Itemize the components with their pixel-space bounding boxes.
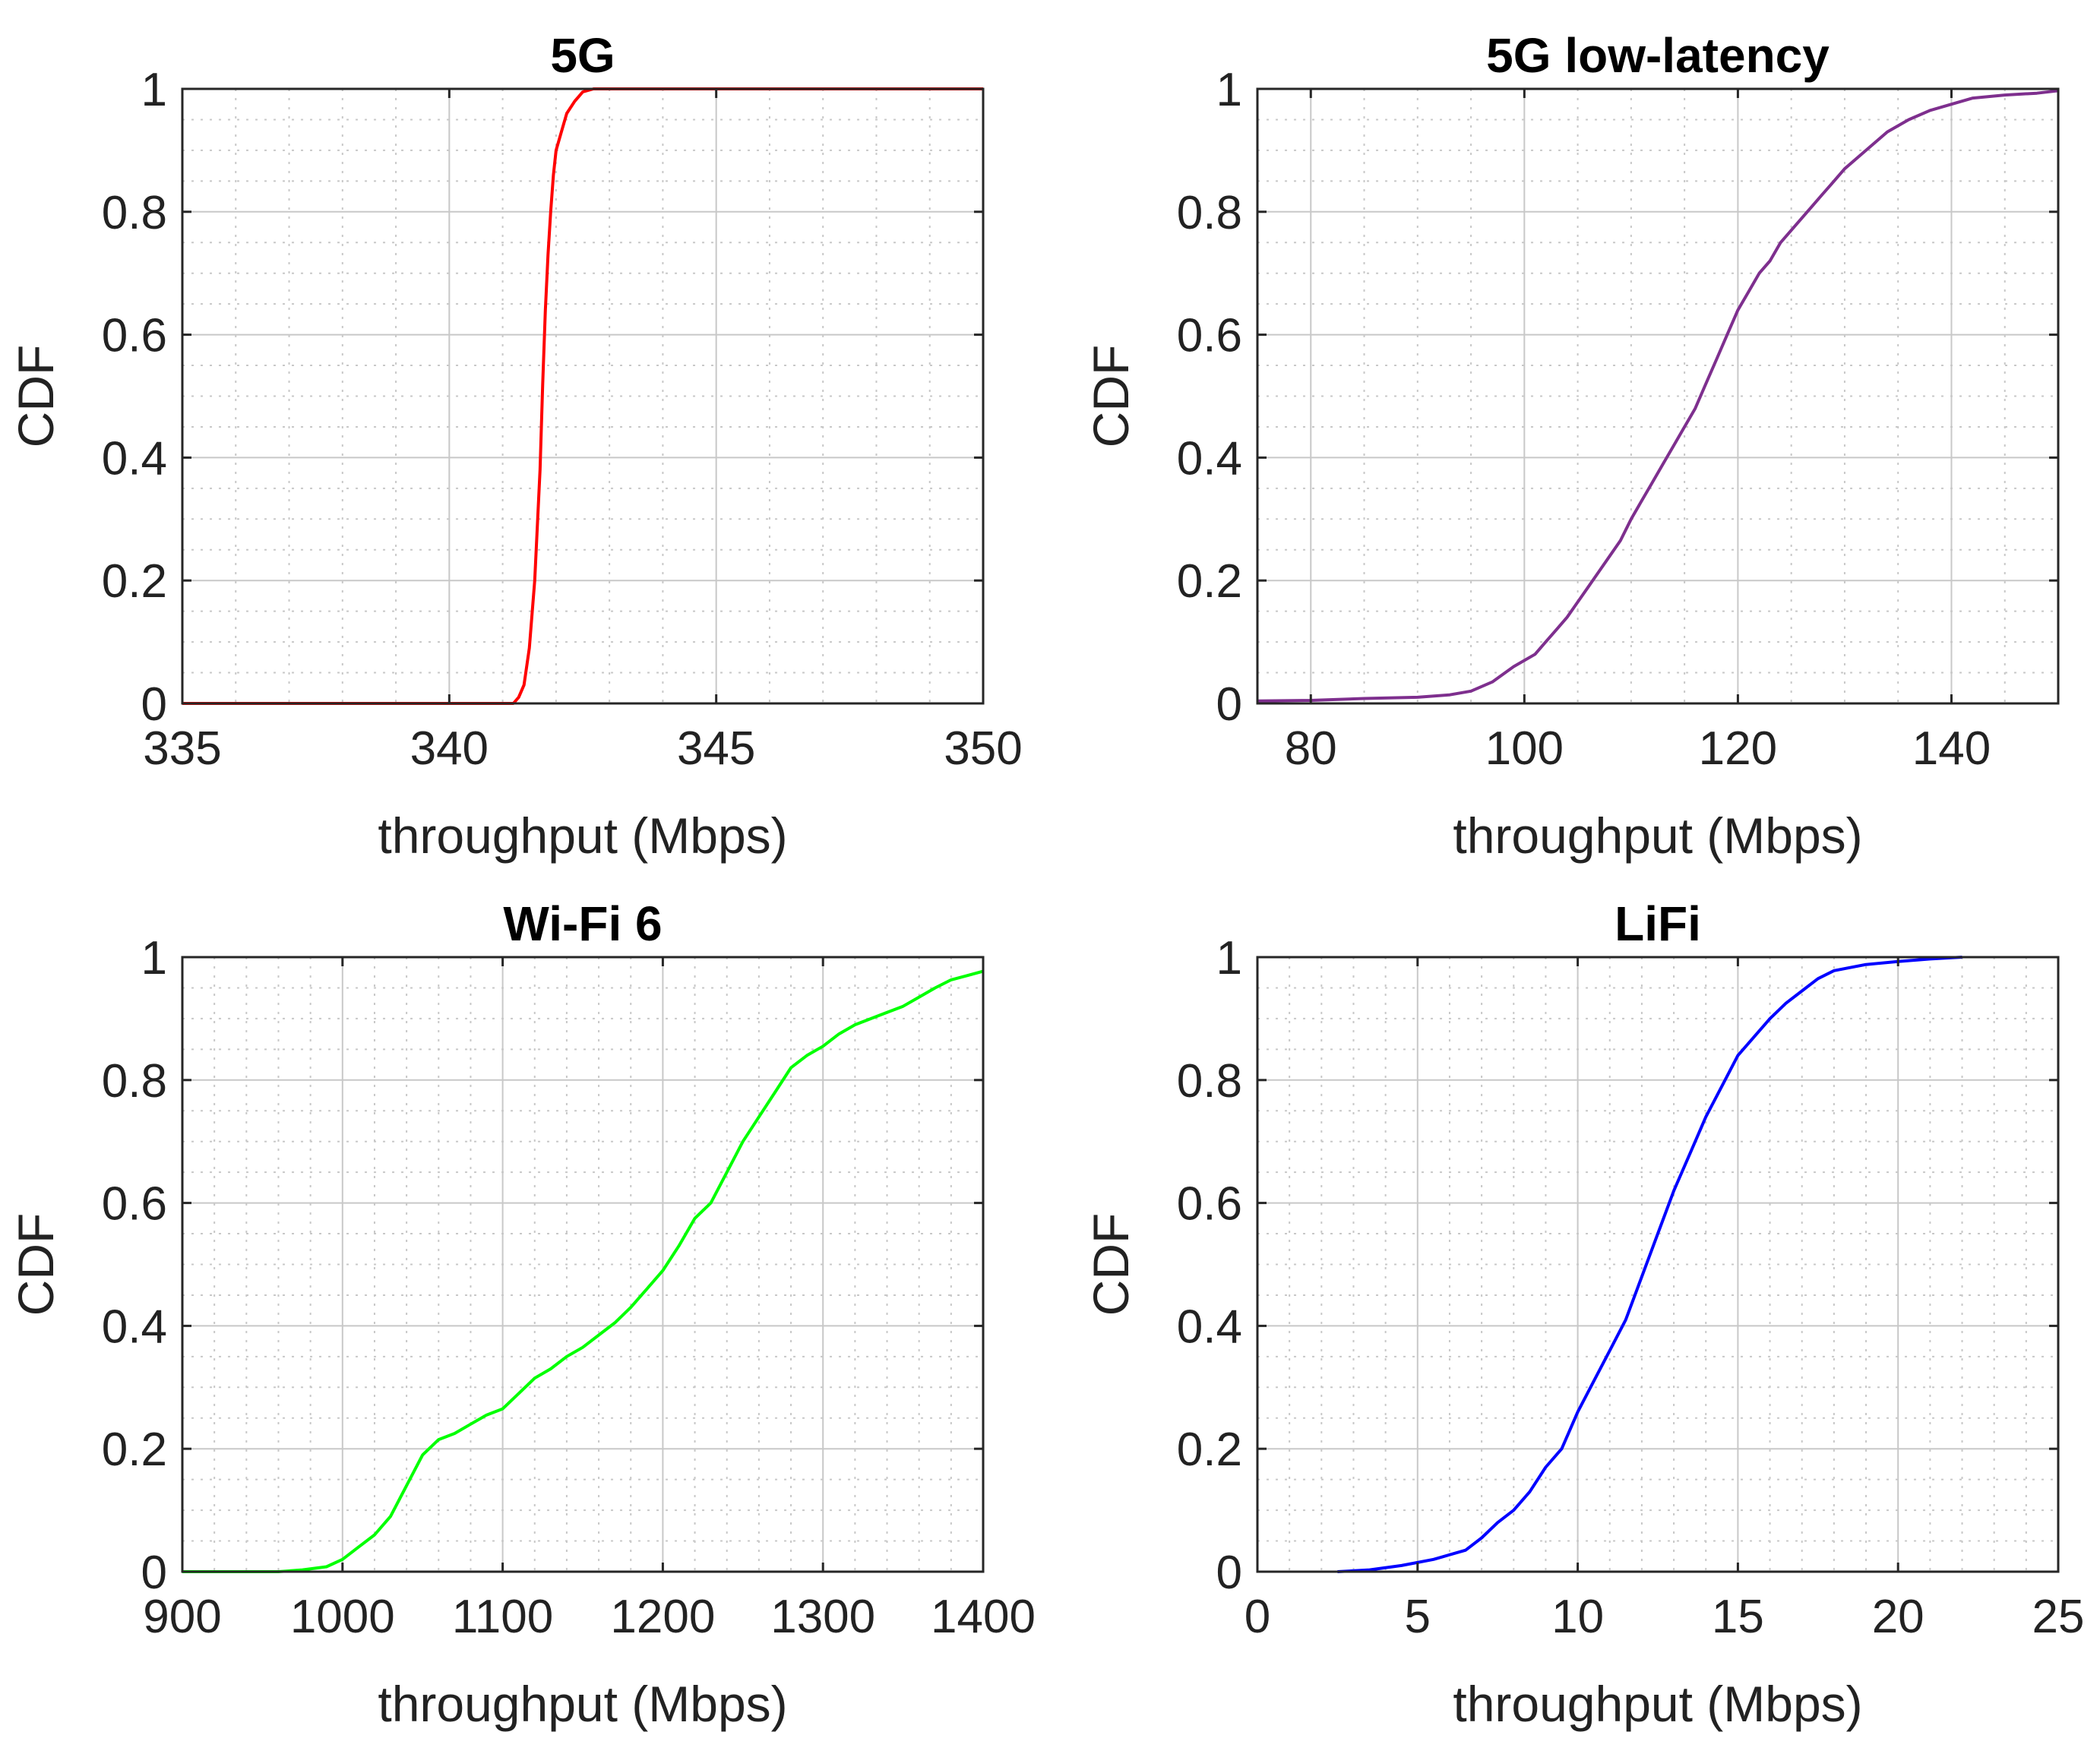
chart-title: 5G low-latency (1486, 28, 1830, 83)
series-line-lifi (1337, 956, 1962, 1573)
y-axis-label: CDF (1083, 345, 1139, 448)
y-tick-label: 0.6 (102, 1178, 167, 1231)
x-axis-label: throughput (Mbps) (378, 1676, 787, 1732)
chart-panel-lifi: 0 5 10 15 20 25 0 0.2 0.4 0.6 0.8 1 LiFi throughput (… (1083, 896, 2084, 1732)
axes-frame (181, 956, 985, 1573)
y-tick-label: 1 (141, 64, 167, 116)
x-axis-label: throughput (Mbps) (378, 807, 787, 864)
axes-frame (1256, 956, 2060, 1573)
y-tick-label: 0.2 (102, 1424, 167, 1476)
y-tick-label: 0.2 (1177, 555, 1242, 608)
chart-title: Wi-Fi 6 (503, 896, 662, 951)
x-tick-label: 5 (1405, 1591, 1431, 1643)
x-tick-label: 340 (410, 722, 489, 775)
x-tick-label: 10 (1551, 1591, 1604, 1643)
y-tick-label: 0.6 (1177, 1178, 1242, 1231)
y-tick-label: 0.4 (102, 432, 167, 485)
series-line-5g (182, 87, 983, 705)
y-tick-label: 0.6 (1177, 310, 1242, 362)
y-tick-label: 0.8 (102, 1055, 167, 1108)
y-tick-label: 0.2 (102, 555, 167, 608)
y-tick-label: 0 (1216, 1547, 1242, 1599)
chart-panel-5g: 335 340 345 350 0 0.2 0.4 0.6 0.8 1 5G throughput (… (8, 28, 1023, 864)
y-tick-label: 0.4 (102, 1300, 167, 1353)
x-tick-label: 120 (1699, 722, 1777, 775)
y-tick-label: 0 (141, 1547, 167, 1599)
y-tick-label: 0.6 (102, 310, 167, 362)
x-tick-label: 140 (1912, 722, 1991, 775)
y-tick-label: 0.2 (1177, 1424, 1242, 1476)
x-tick-label: 1400 (931, 1591, 1036, 1643)
x-tick-label: 335 (143, 722, 221, 775)
series-line-wifi-6 (182, 969, 984, 1573)
x-tick-label: 1200 (610, 1591, 715, 1643)
chart-panel-5g-low-latency: 80 100 120 140 0 0.2 0.4 0.6 0.8 1 5G low-latency t… (1083, 28, 2060, 864)
y-axis-label: CDF (1083, 1213, 1139, 1316)
axes-frame (1256, 87, 2060, 705)
x-axis-label: throughput (Mbps) (1453, 807, 1862, 864)
x-tick-label: 100 (1485, 722, 1564, 775)
x-tick-label: 900 (143, 1591, 221, 1643)
y-tick-label: 0.8 (1177, 187, 1242, 239)
y-tick-label: 0 (1216, 678, 1242, 731)
series-line-5g-low-latency (1257, 89, 2059, 703)
y-tick-label: 1 (1216, 64, 1242, 116)
x-tick-label: 0 (1245, 1591, 1270, 1643)
y-axis-label: CDF (8, 1213, 64, 1316)
x-tick-label: 20 (1872, 1591, 1924, 1643)
x-tick-label: 1000 (290, 1591, 395, 1643)
chart-title: LiFi (1615, 896, 1701, 951)
y-tick-label: 1 (1216, 932, 1242, 984)
y-axis-label: CDF (8, 345, 64, 448)
y-tick-label: 0 (141, 678, 167, 731)
axes-frame (181, 87, 985, 705)
chart-title: 5G (550, 28, 615, 83)
y-tick-label: 0.8 (102, 187, 167, 239)
x-tick-label: 80 (1285, 722, 1337, 775)
x-tick-label: 15 (1712, 1591, 1764, 1643)
chart-panel-wifi-6: 900 1000 1100 1200 1300 1400 0 0.2 0.4 0.6 0.8 1 Wi-… (8, 896, 1036, 1732)
y-tick-label: 0.4 (1177, 432, 1242, 485)
x-axis-label: throughput (Mbps) (1453, 1676, 1862, 1732)
y-tick-label: 0.8 (1177, 1055, 1242, 1108)
y-tick-label: 0.4 (1177, 1300, 1242, 1353)
x-tick-label: 25 (2032, 1591, 2085, 1643)
x-tick-label: 1300 (770, 1591, 875, 1643)
x-tick-label: 350 (944, 722, 1022, 775)
y-tick-label: 1 (141, 932, 167, 984)
x-tick-label: 345 (677, 722, 755, 775)
x-tick-label: 1100 (452, 1591, 553, 1643)
